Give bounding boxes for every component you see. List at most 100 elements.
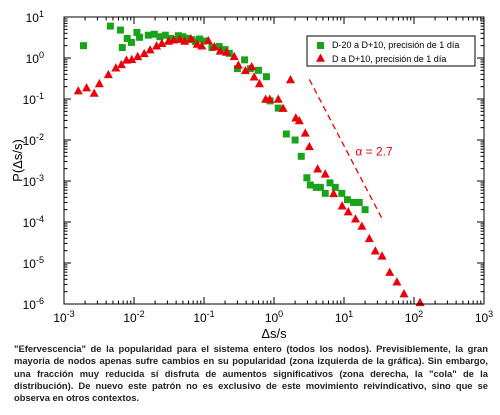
data-point-square (291, 136, 299, 144)
data-point-square (355, 198, 363, 206)
data-point-square (161, 31, 169, 39)
data-point-triangle (73, 86, 83, 95)
y-tick-label: 10-5 (23, 255, 44, 271)
data-point-triangle (313, 164, 323, 173)
data-point-square (200, 37, 208, 45)
data-point-square (297, 152, 305, 160)
data-point-triangle (180, 36, 190, 45)
data-point-square (306, 181, 314, 189)
data-point-square (241, 56, 249, 64)
data-point-square (166, 34, 174, 42)
data-point-square (150, 30, 158, 38)
data-point-triangle (415, 297, 425, 307)
y-tick-labels: 10-6 10-5 10-4 10-3 10-2 10-1 100 101 (23, 9, 44, 312)
alpha-annotation: α = 2.7 (355, 144, 393, 158)
data-point-triangle (197, 41, 207, 50)
data-point-triangle (145, 45, 155, 54)
data-point-square (183, 34, 191, 42)
legend-entry-d0: D a D+10, precisión de 1 día (332, 54, 446, 64)
data-point-triangle (240, 65, 250, 75)
data-point-square (254, 66, 262, 74)
data-point-triangle (278, 103, 288, 112)
data-point-triangle (399, 289, 409, 298)
data-point-triangle (364, 233, 374, 243)
data-point-square (80, 42, 88, 50)
data-point-triangle (186, 33, 196, 43)
data-point-triangle (203, 35, 213, 45)
data-point-square (192, 38, 200, 46)
data-point-square (221, 46, 229, 54)
data-point-triangle (94, 78, 104, 88)
data-point-square (326, 179, 334, 187)
data-point-square (312, 183, 320, 191)
data-point-triangle (139, 48, 149, 58)
data-point-triangle (82, 83, 92, 92)
data-point-square (133, 28, 141, 36)
legend-marker-square (317, 42, 324, 49)
data-point-triangle (304, 141, 314, 151)
x-tick-labels: 10-3 10-2 10-1 100 101 102 103 (53, 309, 493, 325)
series-d0-markers (73, 33, 425, 307)
data-point-triangle (337, 201, 347, 210)
data-point-triangle (175, 34, 185, 43)
data-point-square (156, 33, 164, 41)
data-point-triangle (116, 59, 126, 69)
x-tick-label: 10-2 (123, 309, 144, 325)
data-point-square (127, 38, 135, 46)
data-point-square (144, 31, 152, 39)
data-point-square (303, 174, 311, 182)
x-tick-label: 101 (335, 309, 353, 325)
data-point-square (118, 44, 126, 52)
data-point-triangle (222, 47, 232, 56)
x-axis-label: Δs/s (261, 326, 287, 341)
data-point-triangle (377, 251, 387, 260)
x-tick-label: 100 (265, 309, 283, 325)
data-point-square (331, 183, 339, 191)
data-point-square (282, 130, 290, 138)
y-tick-label: 101 (26, 9, 44, 25)
data-point-square (195, 35, 203, 43)
y-axis-label: P(Δs/s) (10, 139, 25, 182)
data-point-triangle (133, 51, 143, 61)
axis-ticks (63, 16, 485, 305)
data-point-triangle (89, 88, 99, 97)
legend-entry-d20: D-20 a D+10, precisión de 1 día (332, 40, 459, 50)
data-point-square (215, 43, 223, 51)
data-point-triangle (215, 46, 225, 55)
data-point-square (316, 183, 324, 191)
data-point-triangle (247, 62, 257, 71)
data-point-square (179, 33, 187, 41)
data-point-square (361, 206, 369, 214)
y-tick-label: 10-3 (23, 173, 44, 189)
data-point-triangle (370, 246, 380, 255)
data-point-triangle (329, 188, 339, 198)
data-point-square (136, 33, 144, 41)
data-point-square (174, 32, 182, 40)
y-tick-label: 10-2 (23, 132, 44, 148)
data-point-triangle (351, 214, 361, 223)
data-point-triangle (233, 60, 243, 69)
data-point-square (116, 26, 124, 34)
data-point-triangle (157, 38, 167, 47)
data-point-triangle (111, 63, 121, 72)
y-tick-label: 100 (26, 50, 44, 66)
data-point-triangle (392, 277, 402, 286)
data-point-square (321, 189, 329, 197)
data-point-square (106, 22, 114, 30)
data-point-square (274, 104, 282, 112)
data-point-triangle (357, 221, 367, 230)
data-point-triangle (300, 128, 310, 137)
data-point-triangle (249, 72, 259, 81)
data-point-square (343, 196, 351, 204)
data-point-triangle (343, 207, 353, 216)
data-point-square (262, 73, 270, 81)
y-tick-label: 10-4 (23, 214, 44, 230)
data-point-triangle (229, 51, 239, 61)
y-tick-label: 10-6 (23, 296, 44, 312)
chart: α = 2.7 10-3 10-2 10-1 100 101 102 103 10-610-… (10, 9, 493, 341)
data-point-triangle (273, 94, 283, 103)
legend-marker-triangle (316, 53, 325, 62)
legend: D-20 a D+10, precisión de 1 día D a D+10… (306, 35, 476, 67)
data-point-triangle (254, 78, 264, 88)
data-point-triangle (285, 74, 295, 84)
